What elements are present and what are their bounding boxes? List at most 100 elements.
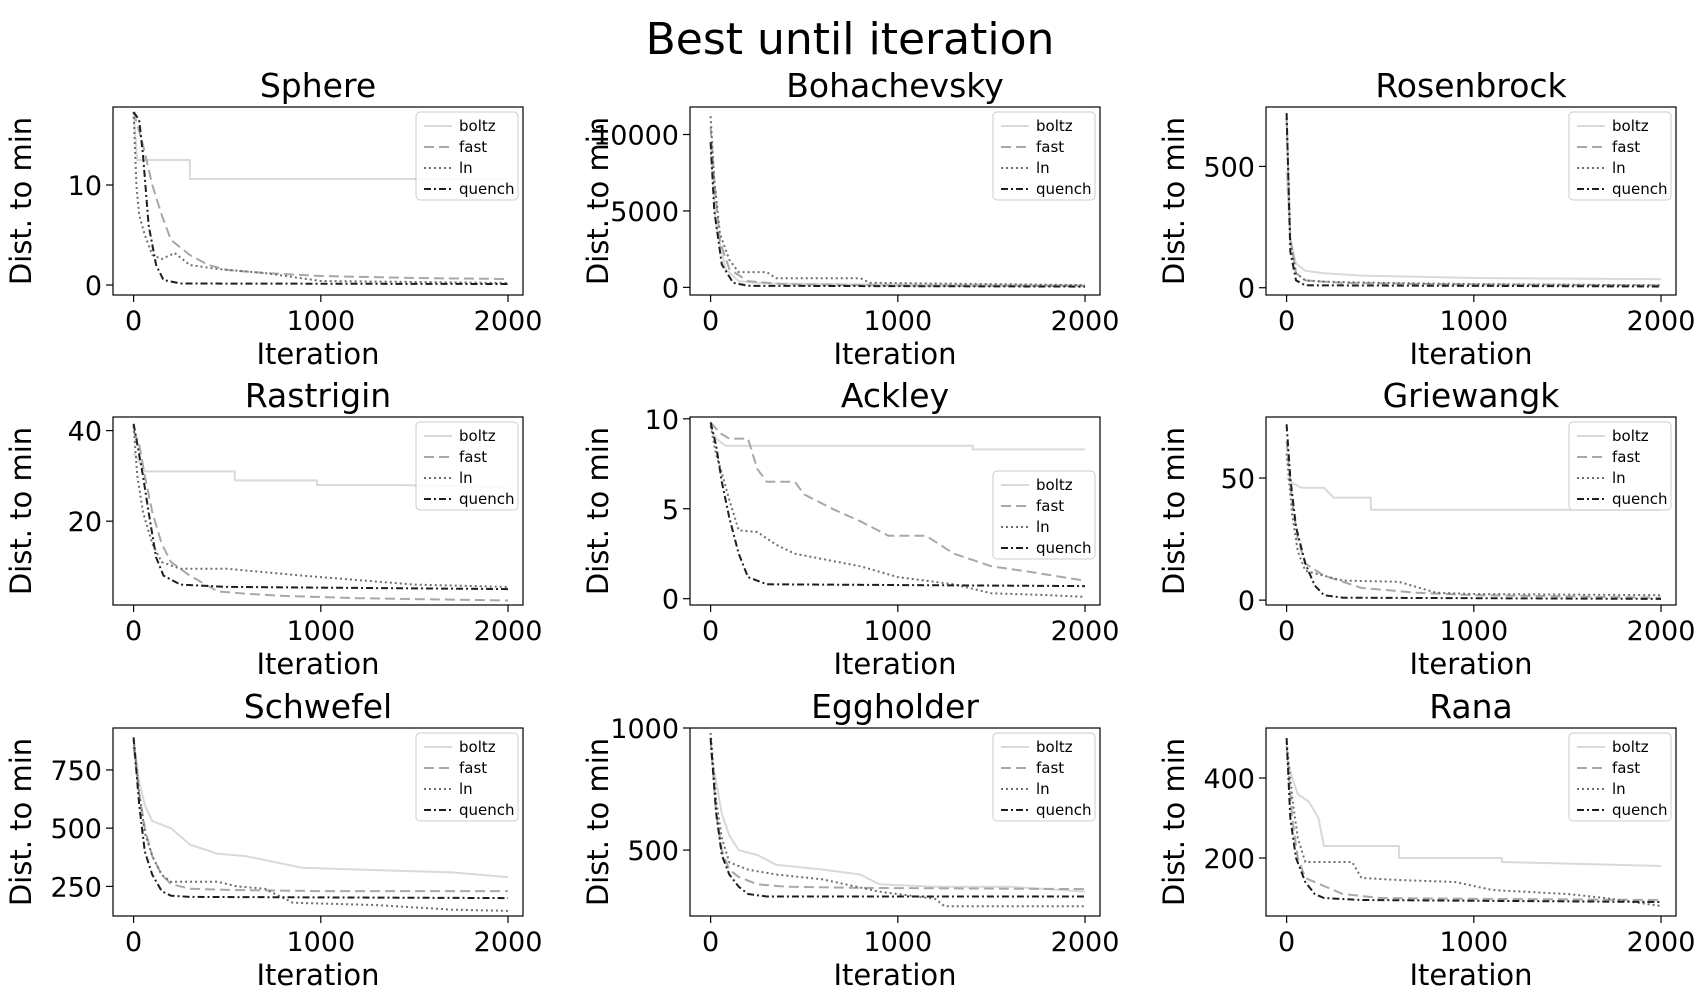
axes-frame <box>689 416 1101 606</box>
x-axis-label: Iteration <box>256 958 379 992</box>
x-tick-label: 1000 <box>286 927 355 958</box>
series-line-quench <box>709 737 1085 898</box>
legend: boltz fast ln quench <box>1568 732 1672 822</box>
subplot-sphere: Sphere 0 1000 2000 0 10 Iteration Dist. to min b… <box>4 66 542 371</box>
axes-frame <box>689 106 1101 296</box>
series-line-ln <box>1285 453 1662 597</box>
y-tick-label: 5000 <box>610 197 679 228</box>
subplot-title: Ackley <box>841 376 949 415</box>
x-tick-label: 0 <box>1278 927 1295 958</box>
series-line-ln <box>1285 741 1662 907</box>
x-tick-label: 2000 <box>1051 306 1120 337</box>
series-line-quench <box>709 142 1086 288</box>
legend: boltz fast ln quench <box>415 421 519 511</box>
y-axis-label: Dist. to min <box>581 427 615 595</box>
x-tick-label: 2000 <box>474 927 543 958</box>
series-line-ln <box>132 426 509 588</box>
y-tick-label: 0 <box>662 273 679 304</box>
axes-frame <box>1265 106 1677 296</box>
axes-frame <box>112 106 524 296</box>
legend: boltz fast ln quench <box>1568 111 1672 201</box>
series-line-quench <box>1285 737 1662 903</box>
x-tick-label: 2000 <box>474 616 543 647</box>
legend-label-ln: ln <box>459 159 473 177</box>
series-line-ln <box>132 739 509 912</box>
series-line-boltz <box>132 739 509 879</box>
x-tick-label: 0 <box>1278 306 1295 337</box>
series-line-quench <box>1285 113 1662 288</box>
legend-label-quench: quench <box>459 801 515 819</box>
legend-label-quench: quench <box>1612 801 1668 819</box>
series-line-quench <box>132 111 509 285</box>
series-line-quench <box>132 423 509 591</box>
x-tick-label: 0 <box>125 306 142 337</box>
legend-label-boltz: boltz <box>1036 738 1073 756</box>
legend: boltz fast ln quench <box>415 732 519 822</box>
y-tick-label: 40 <box>68 417 102 448</box>
series-line-quench <box>132 737 509 900</box>
x-tick-label: 2000 <box>1627 616 1696 647</box>
subplot-title: Rosenbrock <box>1375 66 1567 105</box>
subplot-rosenbrock: Rosenbrock 0 1000 2000 0 500 Iteration Dist. to… <box>1157 66 1695 371</box>
legend-label-ln: ln <box>459 469 473 487</box>
y-tick-label: 0 <box>662 585 679 616</box>
x-axis-label: Iteration <box>833 337 956 371</box>
x-tick-label: 2000 <box>1051 616 1120 647</box>
series-line-ln <box>132 111 509 284</box>
subplot-title: Bohachevsky <box>786 66 1004 105</box>
subplot-rana: Rana 0 1000 2000 200 400 Iteration Dist. to min… <box>1157 687 1695 992</box>
legend-label-quench: quench <box>1612 180 1668 198</box>
x-tick-label: 2000 <box>1051 927 1120 958</box>
legend-label-quench: quench <box>1036 180 1092 198</box>
x-tick-label: 0 <box>1278 616 1295 647</box>
y-tick-label: 10 <box>68 171 102 202</box>
subplot-title: Eggholder <box>811 687 979 726</box>
legend-label-fast: fast <box>1036 138 1064 156</box>
x-tick-label: 1000 <box>1439 927 1508 958</box>
series-line-fast <box>709 421 1086 582</box>
x-tick-label: 1000 <box>863 927 932 958</box>
legend-label-boltz: boltz <box>1036 117 1073 135</box>
y-tick-label: 250 <box>50 872 102 903</box>
x-tick-label: 2000 <box>1627 927 1696 958</box>
legend-label-boltz: boltz <box>1612 117 1649 135</box>
subplot-bohachevsky: Bohachevsky 0 1000 2000 0 5000 10000 Iteration D… <box>581 66 1119 371</box>
series-line-ln <box>1285 117 1662 287</box>
subplot-title: Griewangk <box>1383 376 1561 415</box>
x-tick-label: 0 <box>702 616 719 647</box>
legend-label-quench: quench <box>459 490 515 508</box>
y-axis-label: Dist. to min <box>581 117 615 285</box>
legend-label-ln: ln <box>459 780 473 798</box>
figure-title: Best until iteration <box>646 14 1055 65</box>
y-axis-label: Dist. to min <box>4 427 38 595</box>
y-axis-label: Dist. to min <box>1157 117 1191 285</box>
legend: boltz fast ln quench <box>992 111 1096 201</box>
y-tick-label: 200 <box>1203 844 1255 875</box>
legend-label-fast: fast <box>1036 759 1064 777</box>
legend-label-boltz: boltz <box>1612 738 1649 756</box>
y-tick-label: 10000 <box>593 121 679 152</box>
series-line-boltz <box>1285 757 1662 867</box>
series-line-fast <box>1285 745 1662 901</box>
x-tick-label: 0 <box>702 306 719 337</box>
subplot-schwefel: Schwefel 0 1000 2000 250 500 750 Iteration Dist.… <box>4 687 542 992</box>
subplot-griewangk: Griewangk 0 1000 2000 0 50 Iteration Dist. to m… <box>1157 376 1695 681</box>
axes-frame <box>689 727 1101 917</box>
legend-label-ln: ln <box>1612 780 1626 798</box>
y-tick-label: 0 <box>85 271 102 302</box>
x-axis-label: Iteration <box>1409 647 1532 681</box>
y-tick-label: 20 <box>68 507 102 538</box>
subplot-title: Schwefel <box>244 687 392 726</box>
series-line-ln <box>709 116 1086 287</box>
axes-frame <box>1265 727 1677 917</box>
y-tick-label: 10 <box>645 405 679 436</box>
y-tick-label: 400 <box>1203 764 1255 795</box>
subplot-title: Rastrigin <box>245 376 391 415</box>
x-tick-label: 1000 <box>286 616 355 647</box>
legend-label-fast: fast <box>1612 448 1640 466</box>
y-axis-label: Dist. to min <box>1157 738 1191 906</box>
y-tick-label: 500 <box>50 814 102 845</box>
y-tick-label: 500 <box>627 836 679 867</box>
y-tick-label: 50 <box>1221 464 1255 495</box>
legend-label-ln: ln <box>1612 159 1626 177</box>
